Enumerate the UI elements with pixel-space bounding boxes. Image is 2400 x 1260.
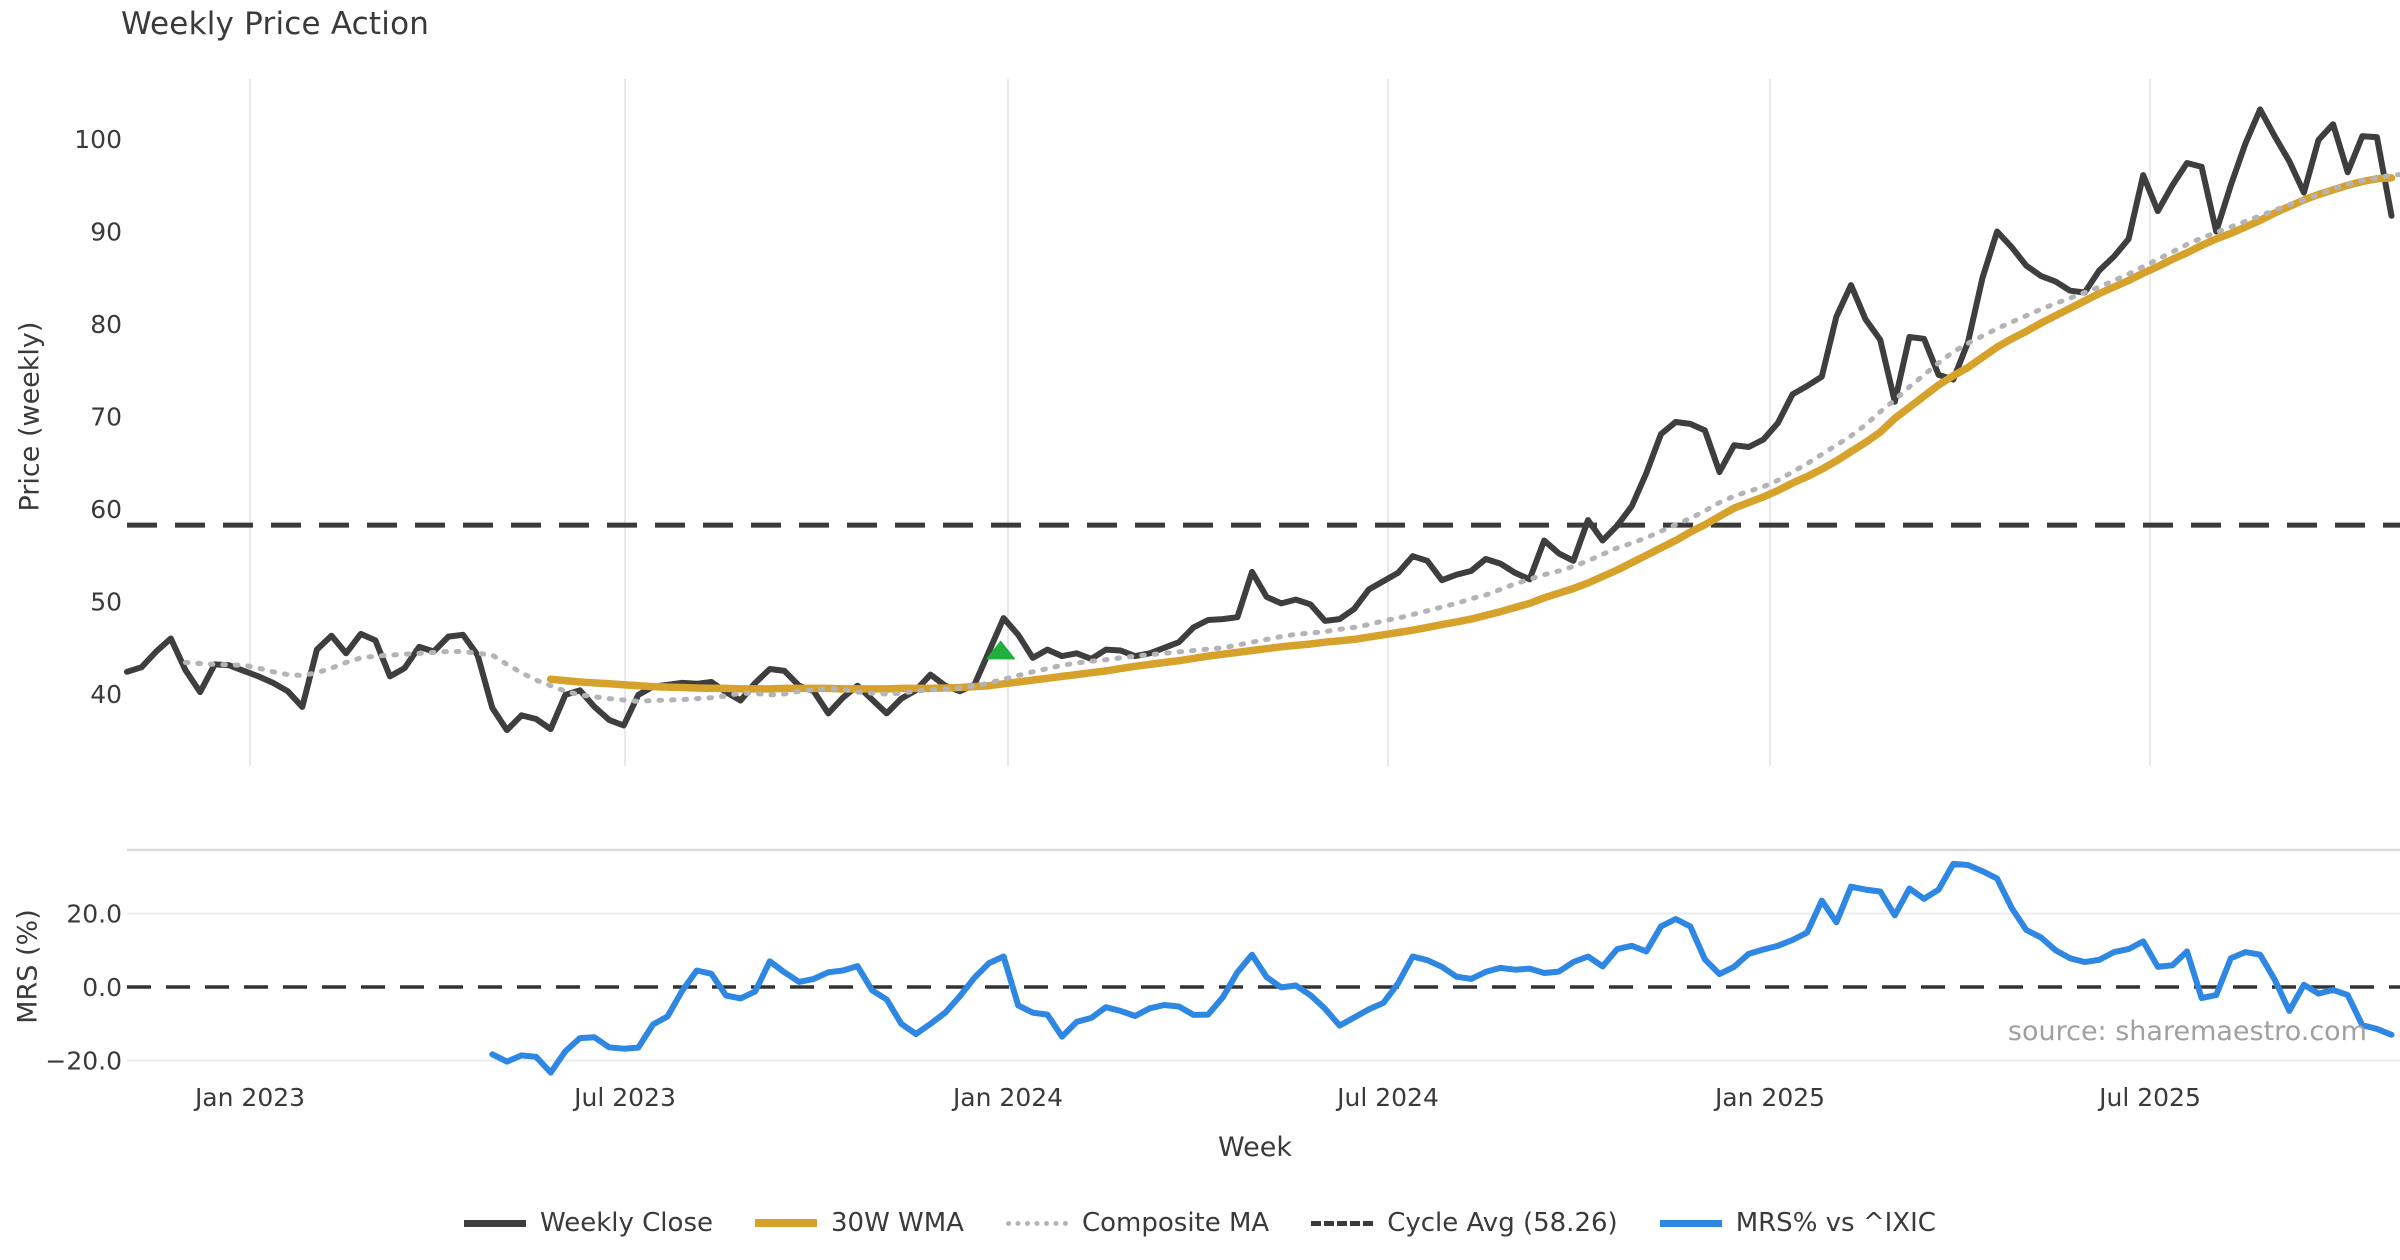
legend-item: Cycle Avg (58.26) (1311, 1208, 1618, 1238)
y-tick-label: 40 (90, 680, 122, 709)
y-tick-label: −20.0 (45, 1047, 122, 1076)
buy-signal-triangle-icon (985, 640, 1016, 660)
legend-item: Composite MA (1005, 1208, 1270, 1238)
legend-item: 30W WMA (754, 1208, 964, 1238)
x-tick-label: Jul 2024 (1335, 1083, 1439, 1112)
mrs-axis-label: MRS (%) (12, 909, 44, 1024)
x-tick-label: Jan 2025 (1713, 1083, 1825, 1112)
y-tick-label: 100 (74, 125, 122, 154)
legend-swatch-solid-icon (464, 1219, 527, 1227)
source-note: source: sharemaestro.com (2007, 1016, 2367, 1047)
x-tick-label: Jul 2025 (2097, 1083, 2201, 1112)
x-tick-label: Jan 2024 (951, 1083, 1063, 1112)
chart-legend: Weekly Close 30W WMA Composite MA Cycle Avg… (0, 1208, 2400, 1238)
y-tick-label: 90 (90, 218, 122, 247)
price-axis-label: Price (weekly) (14, 321, 46, 512)
week-axis-label: Week (1218, 1132, 1292, 1163)
y-tick-label: 0.0 (82, 973, 122, 1002)
legend-label: Cycle Avg (58.26) (1387, 1208, 1618, 1238)
legend-label: Composite MA (1081, 1208, 1270, 1238)
legend-item: MRS% vs ^IXIC (1659, 1208, 1936, 1238)
chart-title: Weekly Price Action (121, 6, 430, 42)
y-tick-label: 20.0 (66, 900, 122, 929)
legend-label: Weekly Close (540, 1208, 713, 1238)
x-tick-label: Jan 2023 (193, 1083, 305, 1112)
legend-label: 30W WMA (830, 1208, 964, 1238)
y-tick-label: 70 (90, 403, 122, 432)
legend-swatch-dotted-icon (1005, 1220, 1068, 1226)
legend-swatch-solid-icon (1659, 1219, 1722, 1227)
legend-label: MRS% vs ^IXIC (1735, 1208, 1936, 1238)
y-tick-label: 50 (90, 588, 122, 617)
composite-ma-line (182, 172, 2400, 704)
y-tick-label: 80 (90, 310, 122, 339)
y-tick-label: 60 (90, 495, 122, 524)
30w-wma-line (546, 174, 2396, 693)
weekly-close-line (124, 106, 2395, 734)
legend-item: Weekly Close (464, 1208, 713, 1238)
x-tick-label: Jul 2023 (572, 1083, 676, 1112)
legend-swatch-solid-icon (754, 1219, 817, 1227)
legend-swatch-dashed-icon (1311, 1220, 1374, 1226)
mrs-vs-ixic-line (489, 860, 2395, 1076)
